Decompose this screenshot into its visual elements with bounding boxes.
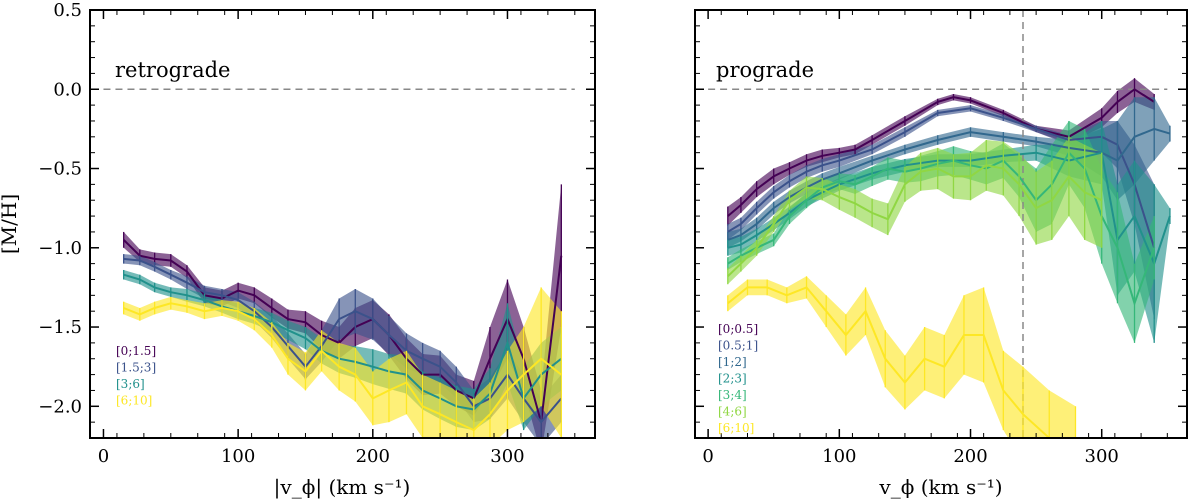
legend-entry-prograde-2: [1;2] — [718, 355, 747, 369]
band-retrograde-3 — [123, 287, 562, 438]
legend-entry-prograde-1: [0.5;1] — [718, 339, 758, 353]
x-tick-label: 100 — [221, 446, 255, 467]
retrograde-x-axis-title: |v_ϕ| (km s⁻¹) — [274, 475, 411, 500]
x-tick-label: 300 — [490, 446, 524, 467]
legend-entry-prograde-3: [2;3] — [718, 372, 747, 386]
prograde-panel-label: prograde — [716, 58, 814, 82]
series-line-prograde-6 — [727, 286, 1052, 438]
legend-entry-retrograde-1: [1.5;3] — [116, 361, 156, 375]
x-tick-label: 300 — [1085, 446, 1119, 467]
series-line-prograde-5 — [727, 164, 1103, 278]
prograde-panel: 0 100 200 300 prograde [0;0.5][0.5;1][1;2][… — [694, 9, 1188, 499]
prograde-x-axis-title: v_ϕ (km s⁻¹) — [878, 475, 1002, 499]
retrograde-panel: 0 100 200 300 0.5 0.0 −0.5 −1.0 −1.5 −2.0 retrogr… — [0, 0, 596, 500]
x-tick-label: 100 — [822, 446, 856, 467]
prograde-lines — [727, 78, 1171, 438]
y-tick-label: −1.0 — [38, 238, 82, 259]
x-tick-label: 200 — [953, 446, 987, 467]
y-tick-label: −0.5 — [38, 159, 82, 180]
prograde-reference-lines — [708, 10, 1168, 438]
band-prograde-1 — [727, 105, 1155, 320]
retrograde-ticks: 0 100 200 300 0.5 0.0 −0.5 −1.0 −1.5 −2.0 — [38, 0, 595, 467]
y-tick-label: 0.5 — [53, 0, 82, 21]
y-tick-label: 0.0 — [53, 79, 82, 100]
y-tick-label: −1.5 — [38, 317, 82, 338]
legend-entry-prograde-6: [6;10] — [718, 421, 754, 435]
legend-entry-prograde-5: [4;6] — [718, 405, 747, 419]
legend-entry-retrograde-3: [6;10] — [116, 394, 152, 408]
series-line-prograde-2 — [727, 127, 1171, 241]
prograde-ticks: 0 100 200 300 — [694, 9, 1187, 467]
retrograde-axes-frame — [89, 9, 596, 439]
legend-entry-retrograde-2: [3;6] — [116, 377, 145, 391]
retrograde-legend: [0;1.5] [1.5;3] [3;6] [6;10] — [116, 344, 156, 408]
legend-entry-prograde-4: [3;4] — [718, 388, 747, 402]
retrograde-lines — [122, 184, 563, 438]
x-tick-label: 0 — [98, 446, 109, 467]
legend-entry-retrograde-0: [0;1.5] — [116, 344, 156, 358]
x-tick-label: 200 — [356, 446, 390, 467]
x-tick-label: 0 — [702, 446, 713, 467]
band-prograde-6 — [727, 276, 1076, 438]
retrograde-panel-label: retrograde — [115, 58, 230, 82]
band-prograde-2 — [727, 97, 1170, 248]
y-tick-label: −2.0 — [38, 396, 82, 417]
y-axis-title: [M/H] — [0, 194, 21, 254]
prograde-axes-frame — [694, 9, 1188, 439]
prograde-legend: [0;0.5] [0.5;1] [1;2] [2;3] [3;4] [4;6] [6;10] — [718, 322, 758, 435]
retrograde-bands — [123, 184, 562, 438]
legend-entry-prograde-0: [0;0.5] — [718, 322, 758, 336]
